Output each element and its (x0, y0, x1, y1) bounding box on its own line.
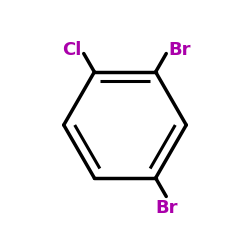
Text: Br: Br (168, 41, 191, 59)
Text: Cl: Cl (62, 41, 82, 59)
Text: Br: Br (155, 200, 178, 218)
